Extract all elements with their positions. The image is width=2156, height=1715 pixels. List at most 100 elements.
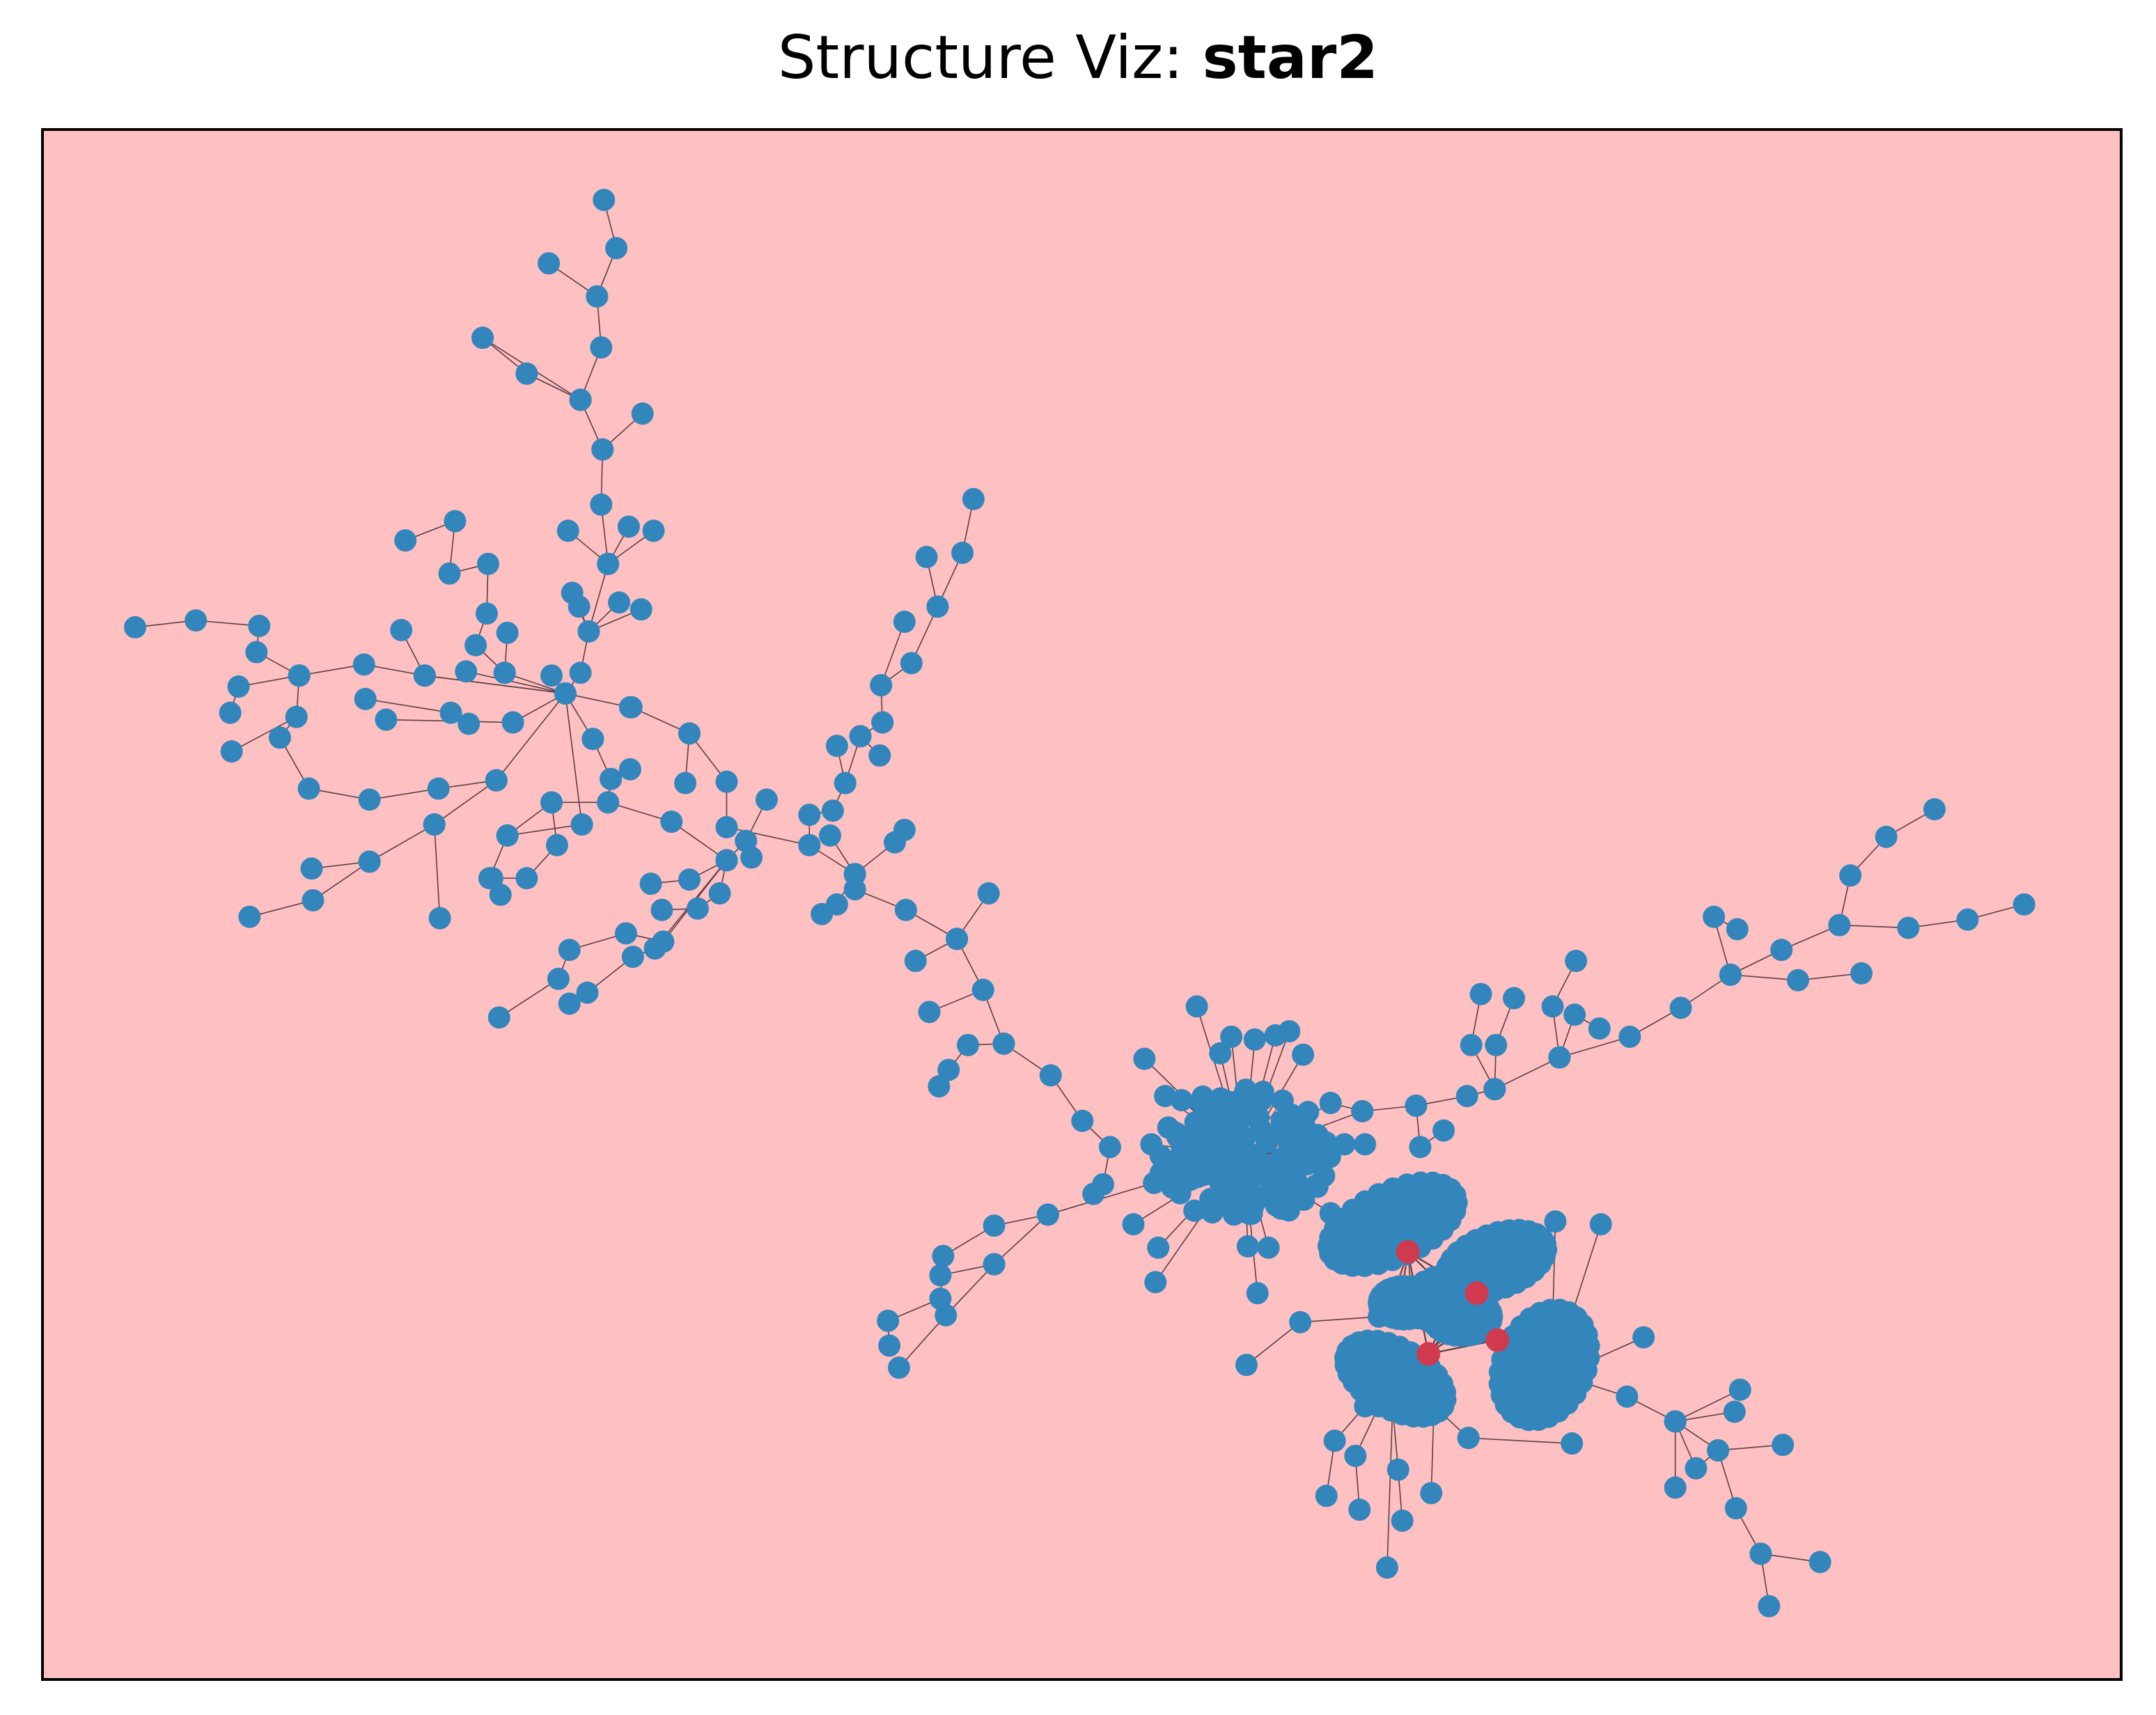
node — [1664, 1410, 1687, 1433]
node — [871, 711, 894, 734]
node — [413, 664, 436, 687]
node — [1561, 1432, 1584, 1455]
node — [489, 884, 512, 907]
edge — [231, 716, 297, 752]
node — [983, 1214, 1006, 1237]
node — [821, 799, 844, 822]
node — [220, 740, 243, 763]
node — [1232, 1144, 1255, 1167]
node — [487, 1006, 510, 1029]
node — [928, 1075, 951, 1098]
node — [674, 772, 697, 794]
node — [297, 777, 320, 800]
title-graph-name: star2 — [1202, 23, 1379, 93]
node — [1772, 1434, 1795, 1457]
node — [1897, 916, 1920, 939]
edge — [434, 780, 497, 825]
node — [915, 545, 938, 568]
node — [894, 898, 917, 921]
edge — [994, 1214, 1049, 1265]
node — [558, 992, 581, 1015]
node — [962, 487, 985, 510]
edge — [466, 671, 565, 694]
node — [904, 950, 927, 973]
hub-nodes-layer — [1396, 1239, 1510, 1366]
node — [1664, 1476, 1687, 1499]
node — [1147, 1236, 1170, 1259]
node — [971, 978, 994, 1001]
node — [1541, 995, 1564, 1018]
node — [935, 1303, 958, 1326]
node — [631, 402, 654, 425]
node — [464, 634, 487, 657]
node — [1405, 1094, 1428, 1117]
edge — [313, 861, 370, 901]
node — [1278, 1020, 1301, 1043]
edge — [507, 824, 582, 836]
node — [493, 661, 516, 684]
node — [1632, 1326, 1655, 1349]
node — [1243, 1028, 1266, 1051]
nodes-layer — [124, 189, 2036, 1618]
hub-node — [1464, 1281, 1489, 1306]
node — [1503, 987, 1526, 1010]
node — [932, 1244, 955, 1267]
node — [1183, 1199, 1206, 1222]
node — [586, 285, 609, 308]
node — [630, 598, 653, 621]
node — [1439, 1177, 1462, 1200]
node — [798, 833, 821, 856]
node — [735, 829, 758, 852]
node — [540, 664, 563, 687]
node — [1235, 1354, 1258, 1377]
node — [1956, 908, 1979, 931]
node — [617, 515, 640, 538]
node — [1036, 1203, 1059, 1226]
edge — [433, 824, 441, 918]
node — [358, 788, 381, 811]
node — [887, 1356, 910, 1379]
node — [834, 772, 857, 794]
node — [870, 674, 893, 697]
node — [642, 519, 665, 542]
node — [219, 701, 242, 724]
node — [1375, 1556, 1398, 1579]
node — [439, 701, 462, 724]
node — [1409, 1136, 1432, 1159]
node — [554, 682, 577, 705]
node — [900, 652, 923, 675]
node — [1420, 1482, 1443, 1505]
node — [650, 898, 673, 921]
node — [1724, 1497, 1747, 1520]
node — [678, 868, 701, 891]
node — [352, 653, 375, 676]
node — [1319, 1092, 1342, 1114]
node — [285, 705, 308, 728]
node — [818, 824, 841, 847]
node — [455, 660, 478, 683]
node — [926, 595, 949, 618]
node — [1758, 1595, 1781, 1618]
node — [478, 867, 501, 890]
node — [268, 726, 291, 749]
node — [570, 813, 593, 836]
node — [1354, 1395, 1377, 1418]
title-prefix: Structure Viz: — [777, 23, 1203, 93]
node — [1174, 1145, 1197, 1168]
node — [1540, 1368, 1563, 1390]
node — [1923, 798, 1946, 821]
node — [929, 1264, 952, 1287]
node — [227, 675, 250, 698]
node — [597, 791, 620, 814]
node — [1195, 1095, 1218, 1118]
node — [1561, 1368, 1584, 1390]
edge — [1494, 1056, 1560, 1090]
edge — [1559, 1036, 1630, 1058]
node — [1082, 1182, 1105, 1205]
node — [576, 981, 599, 1004]
node — [1143, 1171, 1166, 1194]
node — [1039, 1064, 1062, 1087]
node — [1563, 1003, 1586, 1026]
node — [1292, 1188, 1315, 1211]
node — [893, 818, 916, 841]
